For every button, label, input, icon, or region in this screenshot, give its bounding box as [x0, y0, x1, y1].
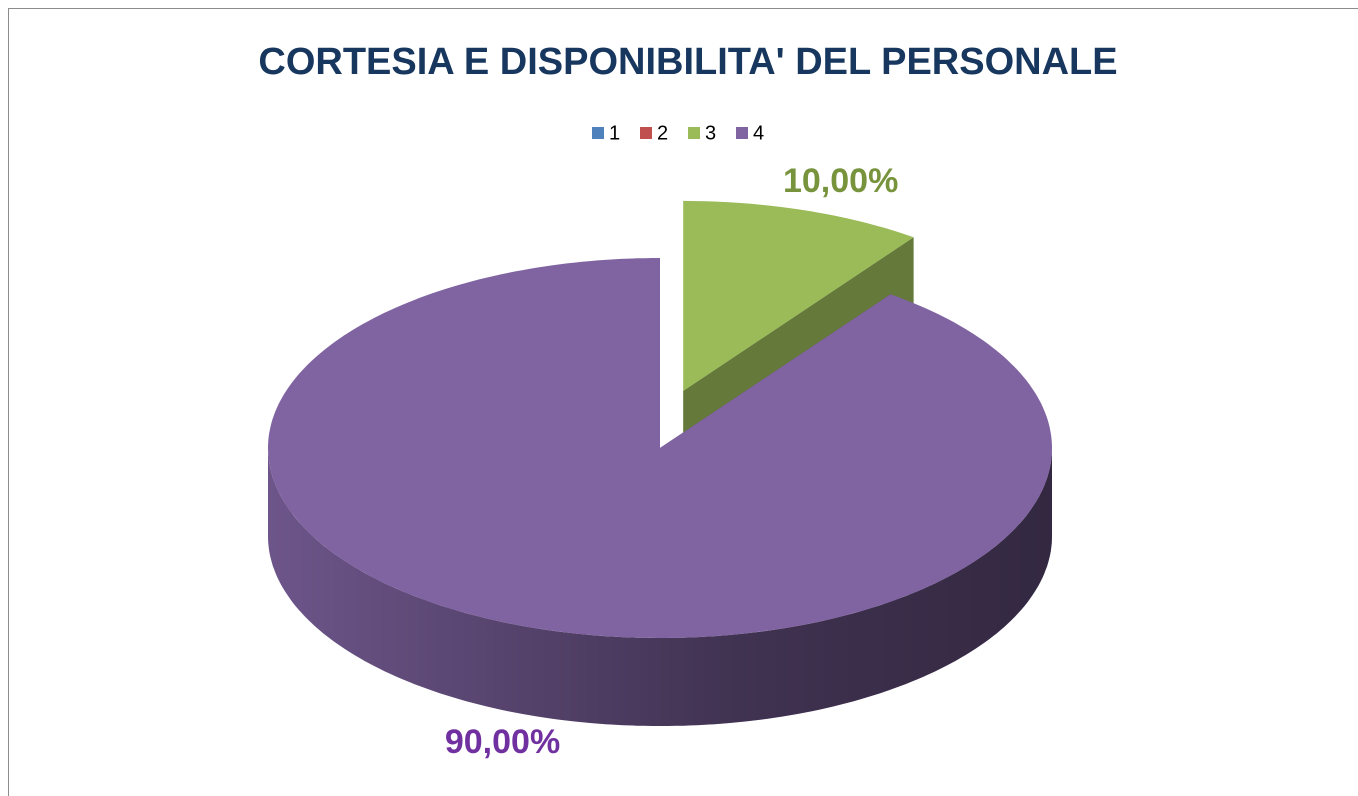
legend-label: 2: [657, 122, 668, 144]
legend-label: 1: [609, 122, 620, 144]
slice-side-shade: [268, 448, 1052, 726]
slice: [268, 258, 1052, 638]
chart-title: CORTESIA E DISPONIBILITA' DEL PERSONALE: [258, 41, 1117, 83]
legend-swatch: [640, 127, 652, 139]
pie: 10,00% 90,00%: [268, 162, 1052, 761]
legend: 1 2 3 4: [592, 122, 764, 144]
slice: [683, 200, 914, 391]
data-label: 10,00%: [783, 162, 898, 200]
legend-label: 4: [753, 122, 764, 144]
legend-swatch: [688, 127, 700, 139]
legend-swatch: [592, 127, 604, 139]
legend-label: 3: [705, 122, 716, 144]
legend-swatch: [736, 127, 748, 139]
data-label: 90,00%: [445, 723, 560, 761]
